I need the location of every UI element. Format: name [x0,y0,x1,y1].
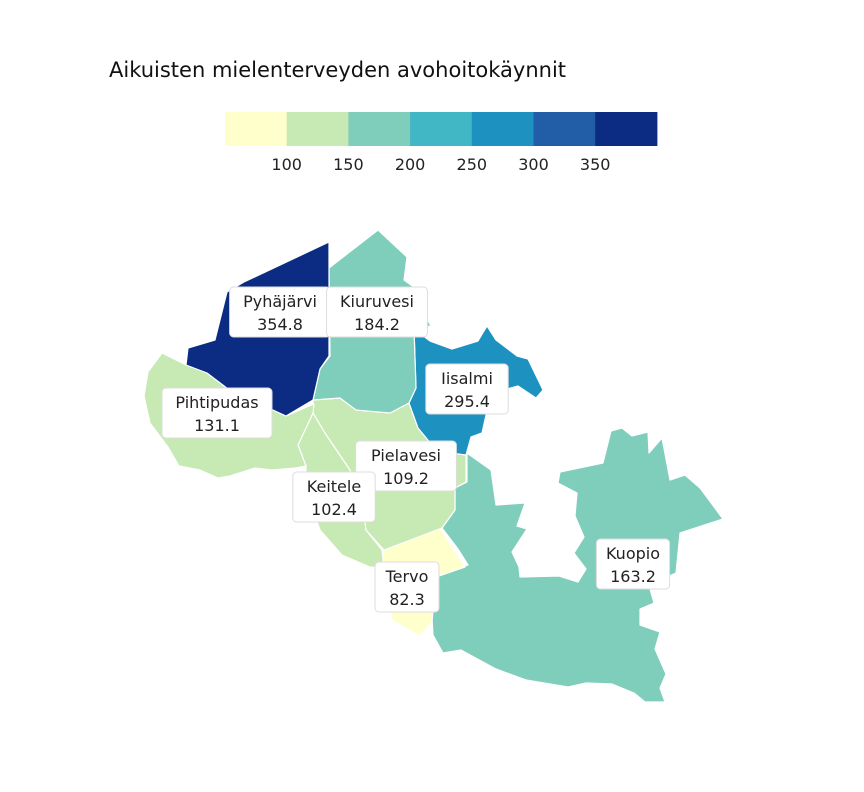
region-name-label: Kuopio [606,544,660,563]
legend-tick-label: 150 [333,155,364,174]
region-label: Keitele 102.4 [292,471,376,523]
region-label-box [425,363,509,415]
region-label: Iisalmi 295.4 [425,363,509,415]
region-value-label: 184.2 [354,315,400,334]
region-name-label: Keitele [307,477,361,496]
region-label: Pihtipudas 131.1 [161,387,273,439]
region-value-label: 131.1 [194,416,240,435]
legend-tick-label: 300 [518,155,549,174]
region-name-label: Iisalmi [441,369,493,388]
map-title: Aikuisten mielenterveyden avohoitokäynni… [109,58,566,82]
legend-swatch [286,112,349,146]
region-label-box [355,440,457,492]
legend-swatch [225,112,288,146]
legend-tick-label: 250 [457,155,488,174]
region-label: Pyhäjärvi 354.8 [229,286,331,338]
region-value-label: 109.2 [383,469,429,488]
legend-tick-label: 350 [580,155,611,174]
region-name-label: Kiuruvesi [340,292,414,311]
region-label: Kiuruvesi 184.2 [326,286,428,338]
region-label: Tervo 82.3 [374,561,440,613]
region-name-label: Pielavesi [371,446,441,465]
labels-layer: Pyhäjärvi 354.8 Kiuruvesi 184.2 Iisalmi 295.4… [161,286,671,613]
region-name-label: Tervo [385,567,429,586]
region-label: Pielavesi 109.2 [355,440,457,492]
legend-swatch [533,112,596,146]
region-label-box [326,286,428,338]
legend-swatch [595,112,658,146]
region-value-label: 102.4 [311,500,357,519]
region-value-label: 82.3 [389,590,425,609]
region-value-label: 295.4 [444,392,490,411]
legend-tick-label: 100 [271,155,302,174]
region-value-label: 163.2 [610,567,656,586]
region-name-label: Pyhäjärvi [243,292,317,311]
region-label-box [161,387,273,439]
region-name-label: Pihtipudas [175,393,258,412]
region-label-box [374,561,440,613]
region-value-label: 354.8 [257,315,303,334]
legend-swatch [348,112,411,146]
region-kuopio[interactable] [430,427,724,703]
region-label-box [292,471,376,523]
region-label: Kuopio 163.2 [595,538,671,590]
legend-swatch [471,112,534,146]
legend-tick-label: 200 [395,155,426,174]
legend: 100 150 200 250 300 350 [225,112,658,174]
legend-swatch [410,112,473,146]
region-label-box [595,538,671,590]
